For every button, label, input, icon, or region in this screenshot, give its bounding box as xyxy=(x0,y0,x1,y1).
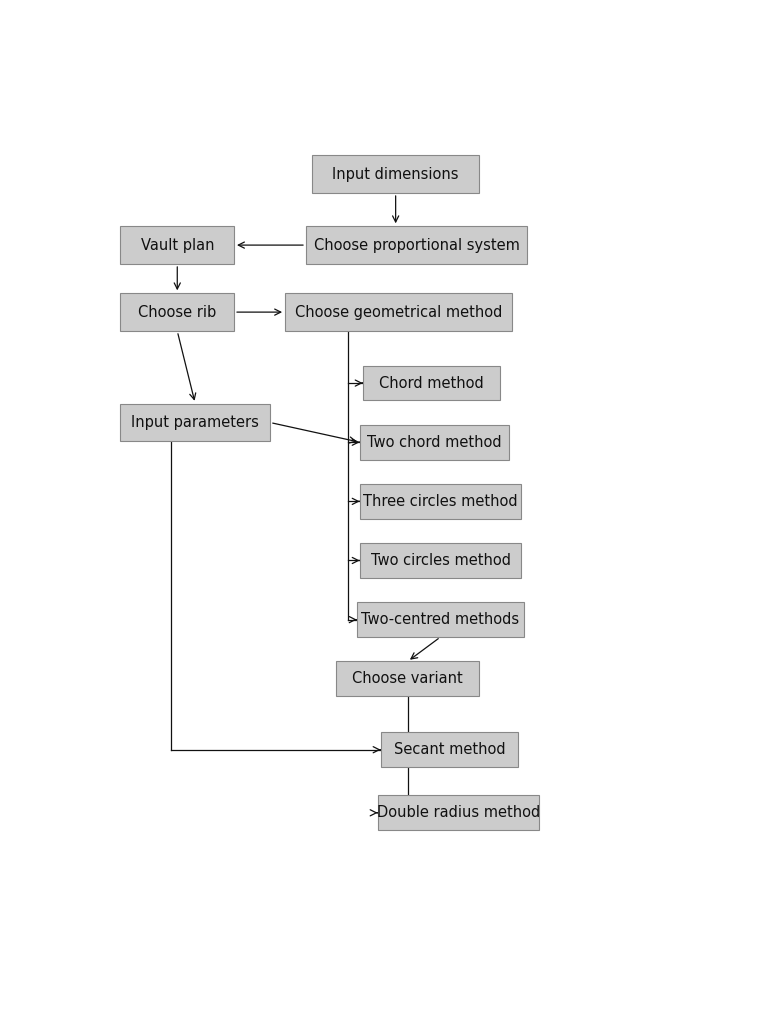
Text: Two-centred methods: Two-centred methods xyxy=(361,612,520,627)
Text: Choose variant: Choose variant xyxy=(352,672,463,686)
FancyBboxPatch shape xyxy=(363,366,500,400)
FancyBboxPatch shape xyxy=(336,662,479,696)
Text: Choose rib: Choose rib xyxy=(138,304,216,319)
FancyBboxPatch shape xyxy=(312,156,479,194)
FancyBboxPatch shape xyxy=(357,602,524,637)
Text: Three circles method: Three circles method xyxy=(363,494,518,509)
Text: Secant method: Secant method xyxy=(394,742,506,757)
FancyBboxPatch shape xyxy=(360,425,510,460)
FancyBboxPatch shape xyxy=(285,293,513,331)
Text: Input dimensions: Input dimensions xyxy=(333,167,459,181)
Text: Chord method: Chord method xyxy=(379,376,484,390)
Text: Choose geometrical method: Choose geometrical method xyxy=(295,304,503,319)
Text: Vault plan: Vault plan xyxy=(141,238,214,253)
FancyBboxPatch shape xyxy=(306,226,527,264)
FancyBboxPatch shape xyxy=(360,543,521,578)
Text: Input parameters: Input parameters xyxy=(131,415,259,430)
Text: Two chord method: Two chord method xyxy=(367,435,502,450)
Text: Choose proportional system: Choose proportional system xyxy=(313,238,520,253)
FancyBboxPatch shape xyxy=(378,796,539,830)
Text: Two circles method: Two circles method xyxy=(371,553,510,568)
FancyBboxPatch shape xyxy=(381,732,518,767)
FancyBboxPatch shape xyxy=(120,403,270,441)
FancyBboxPatch shape xyxy=(120,293,234,331)
Text: Double radius method: Double radius method xyxy=(377,805,540,820)
FancyBboxPatch shape xyxy=(360,484,521,519)
FancyBboxPatch shape xyxy=(120,226,234,264)
